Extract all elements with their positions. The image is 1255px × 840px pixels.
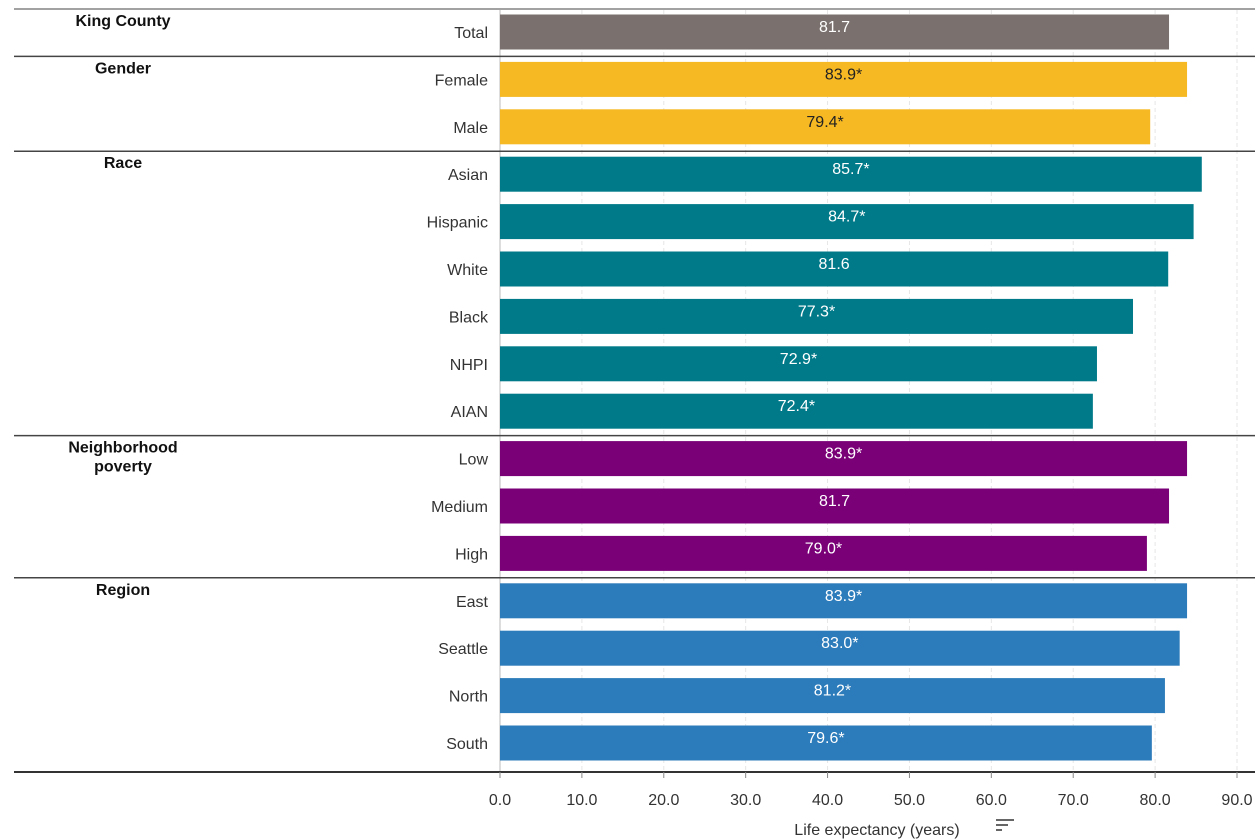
x-axis: 0.0 10.0 20.0 30.0 40.0 50.0 60.0 70.0 80.0 90.0 (489, 772, 1253, 809)
category-label: South (446, 736, 488, 753)
category-label: White (447, 262, 488, 279)
x-axis-title: Life expectancy (years) (794, 822, 959, 839)
x-tick-label: 0.0 (489, 792, 511, 809)
bar (500, 346, 1097, 382)
x-tick-label: 50.0 (894, 792, 925, 809)
x-tick-label: 60.0 (976, 792, 1007, 809)
category-label: East (456, 594, 489, 611)
category-label: Low (459, 452, 489, 469)
category-label: Medium (431, 499, 488, 516)
category-label: Asian (448, 167, 488, 184)
data-label: 72.9* (780, 351, 817, 368)
data-label: 81.7 (819, 493, 850, 510)
group-dividers (14, 8, 1255, 773)
data-label: 84.7* (828, 209, 865, 226)
data-label: 79.4* (806, 114, 843, 131)
data-label: 77.3* (798, 303, 835, 320)
x-tick-label: 40.0 (812, 792, 843, 809)
category-label: Seattle (438, 641, 488, 658)
group-label: Gender (95, 60, 151, 77)
data-label: 81.6 (819, 256, 850, 273)
category-label: NHPI (450, 357, 488, 374)
data-label: 79.6* (807, 730, 844, 747)
data-label: 85.7* (832, 161, 869, 178)
bar (500, 535, 1147, 571)
bar (500, 441, 1188, 477)
bar (500, 61, 1188, 97)
bar (500, 204, 1194, 240)
data-label: 81.2* (814, 683, 851, 700)
category-label: Female (435, 72, 488, 89)
category-label: Hispanic (427, 215, 488, 232)
bars (500, 14, 1202, 761)
x-tick-label: 20.0 (648, 792, 679, 809)
group-label: Region (96, 582, 150, 599)
bar (500, 14, 1170, 50)
sort-icon[interactable] (996, 817, 1018, 833)
category-label: Black (449, 309, 489, 326)
x-tick-label: 10.0 (566, 792, 597, 809)
data-label: 83.9* (825, 66, 862, 83)
bar (500, 393, 1093, 429)
x-tick-label: 90.0 (1221, 792, 1252, 809)
x-tick-label: 80.0 (1140, 792, 1171, 809)
category-label: North (449, 689, 488, 706)
bar (500, 583, 1188, 619)
bar (500, 251, 1169, 287)
bar (500, 725, 1152, 761)
bar (500, 678, 1165, 714)
data-label: 83.9* (825, 446, 862, 463)
data-label: 83.9* (825, 588, 862, 605)
bar (500, 630, 1180, 666)
category-label: Total (454, 25, 488, 42)
data-label: 72.4* (778, 398, 815, 415)
bar (500, 298, 1134, 334)
bar (500, 488, 1170, 524)
labels: King County Total 81.7 Gender Female 83.9* Mal… (68, 13, 869, 753)
group-label: King County (75, 13, 170, 30)
data-label: 83.0* (821, 635, 858, 652)
bar (500, 156, 1202, 192)
category-label: AIAN (451, 404, 488, 421)
group-label: Neighborhood poverty (68, 440, 177, 476)
data-label: 79.0* (805, 540, 842, 557)
x-tick-label: 70.0 (1058, 792, 1089, 809)
data-label: 81.7 (819, 19, 850, 36)
x-tick-label: 30.0 (730, 792, 761, 809)
group-label: Race (104, 155, 142, 172)
bar (500, 109, 1151, 145)
category-label: Male (453, 120, 488, 137)
category-label: High (455, 546, 488, 563)
